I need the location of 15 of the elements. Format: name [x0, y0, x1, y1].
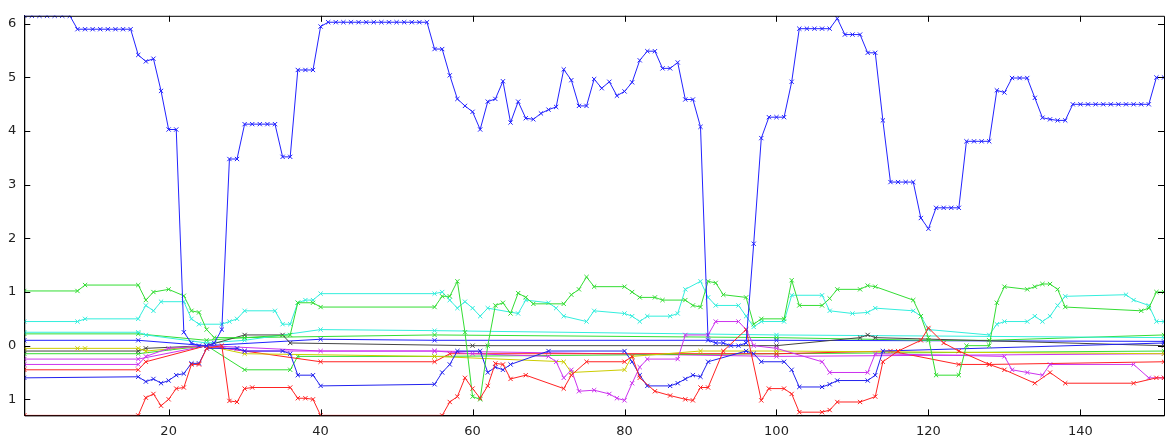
y-tick-label: 4: [7, 122, 17, 138]
y-tick-label: 3: [7, 176, 17, 192]
y-tick-label: 0: [7, 337, 17, 353]
y-tick-label: 2: [7, 229, 17, 245]
x-tick-label: 140: [1068, 422, 1093, 438]
y-tick-label: 5: [7, 68, 17, 84]
x-tick-label: 100: [764, 422, 789, 438]
x-tick-label: 60: [464, 422, 481, 438]
x-tick-label: 80: [616, 422, 633, 438]
y-tick-label: 6: [7, 15, 17, 31]
x-tick-label: 40: [312, 422, 329, 438]
y-tick-label: 1: [7, 283, 17, 299]
x-tick-label: 20: [160, 422, 177, 438]
x-tick-label: 120: [916, 422, 941, 438]
y-tick-label: 1: [7, 390, 17, 406]
